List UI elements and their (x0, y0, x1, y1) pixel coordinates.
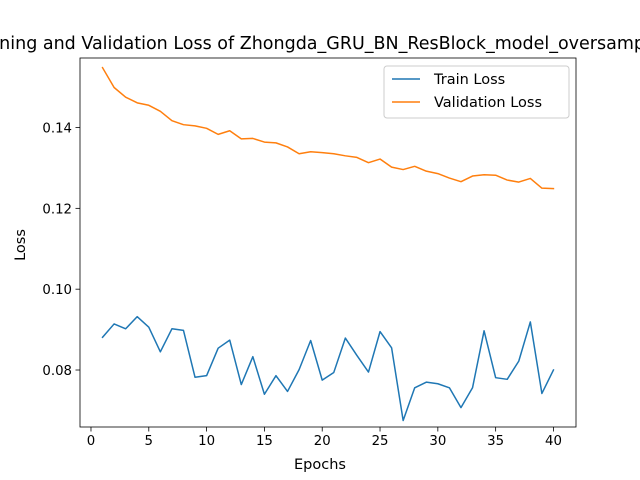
legend-box (383, 65, 570, 119)
axes (79, 57, 577, 428)
train-loss-line (101, 315, 555, 422)
validation-loss-line (101, 66, 555, 190)
legend: Train Loss Validation Loss (383, 65, 570, 119)
x-tick-label: 20 (314, 434, 331, 449)
x-tick-label: 35 (487, 434, 504, 449)
y-tick-label: 0.14 (42, 122, 72, 137)
ticks: 0 5 10 15 20 25 30 35 40 0.08 0.10 0.12 0.14 (42, 122, 562, 449)
x-tick-label: 40 (545, 434, 562, 449)
x-tick-label: 5 (145, 434, 153, 449)
legend-label-validation-loss: Validation Loss (434, 95, 542, 111)
x-tick-label: 0 (87, 434, 95, 449)
x-tick-label: 25 (372, 434, 389, 449)
y-tick-label: 0.12 (42, 202, 72, 217)
y-axis-label: Loss (13, 229, 29, 261)
x-axis-label: Epochs (294, 457, 346, 473)
x-tick-label: 15 (256, 434, 273, 449)
y-tick-label: 0.08 (42, 364, 72, 379)
plot-lines (101, 66, 555, 422)
legend-label-train-loss: Train Loss (433, 72, 505, 88)
y-tick-label: 0.10 (42, 283, 72, 298)
axes-frame (79, 57, 577, 428)
x-tick-label: 30 (429, 434, 446, 449)
chart-title: Training and Validation Loss of Zhongda_… (0, 34, 640, 54)
x-tick-label: 10 (198, 434, 215, 449)
